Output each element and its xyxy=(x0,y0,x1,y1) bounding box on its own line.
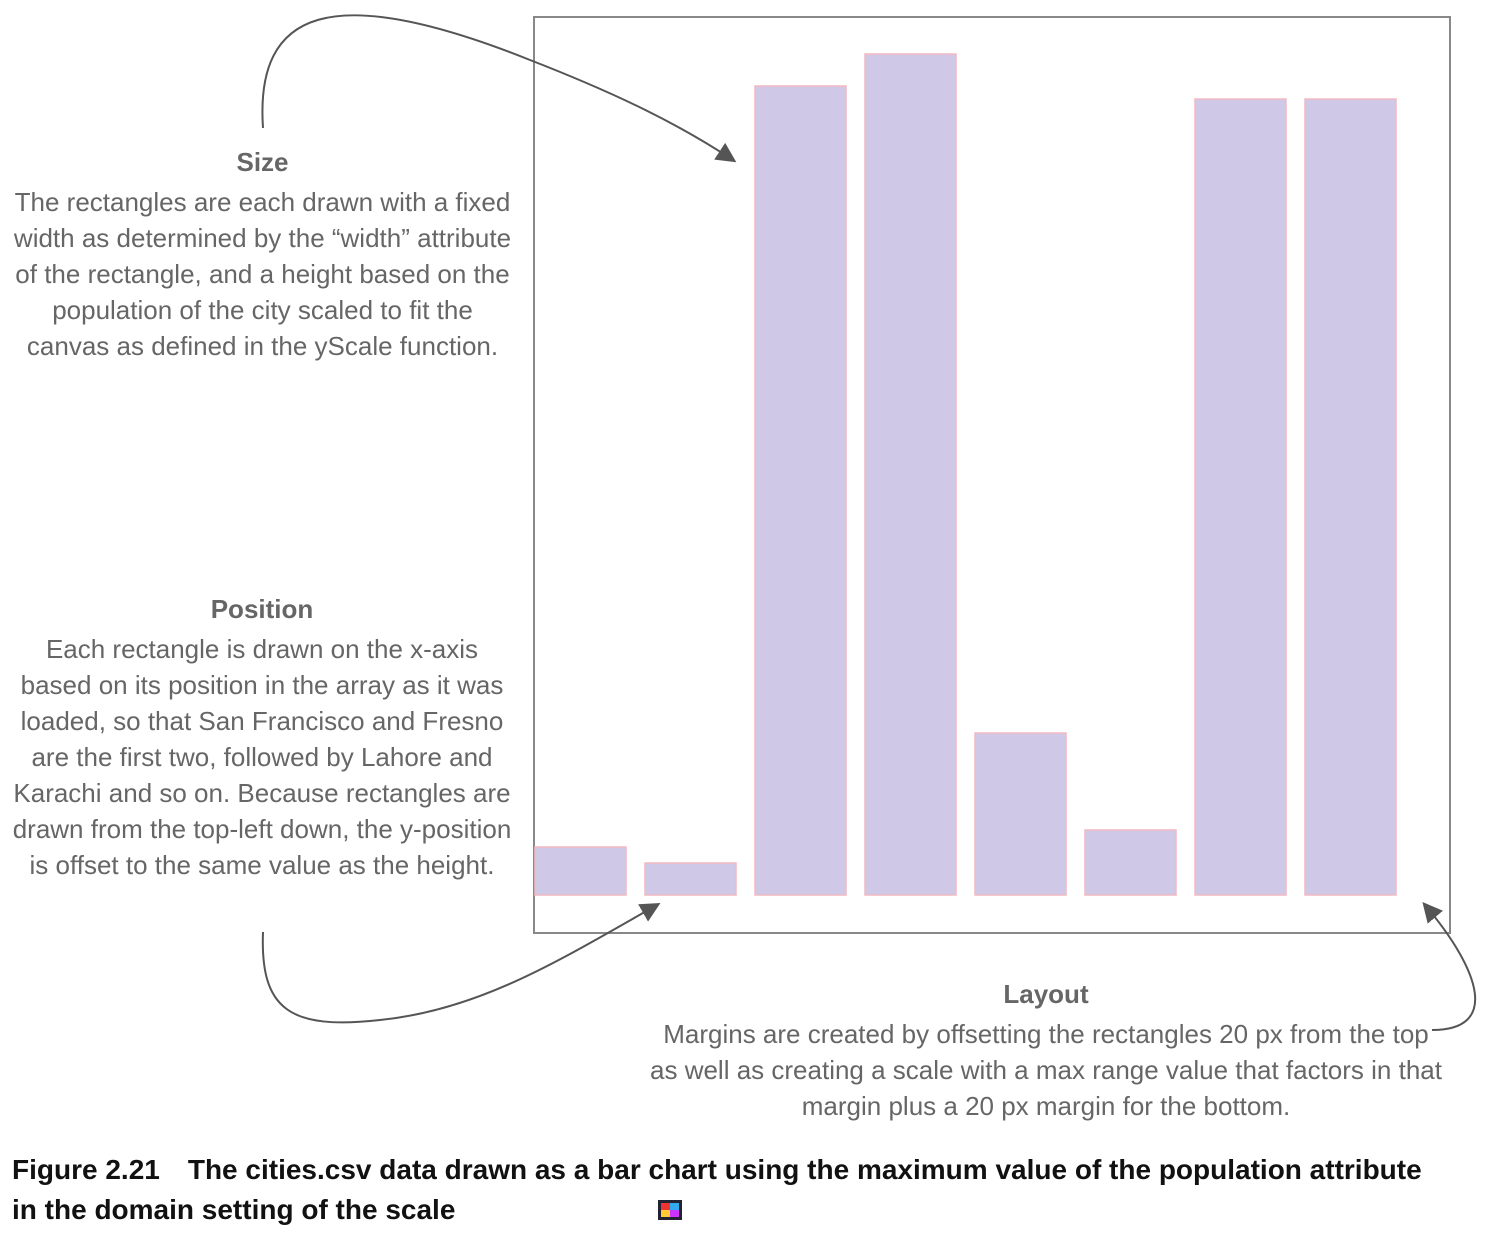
arrow xyxy=(261,903,661,1024)
annotation-text: Margins are created by offsetting the re… xyxy=(650,1019,1442,1121)
bar xyxy=(1194,98,1287,896)
arrow xyxy=(1422,901,1477,1031)
arrow xyxy=(261,14,737,163)
annotation-title: Layout xyxy=(1003,979,1089,1009)
caption-label: Figure 2.21 xyxy=(12,1154,160,1185)
annotation-title: Size xyxy=(236,147,289,177)
caption: Figure 2.21 The cities.csv data drawn as … xyxy=(12,1150,1452,1230)
annotation: Layout Margins are created by offsetting… xyxy=(650,976,1442,1124)
chart-frame xyxy=(533,16,1451,934)
annotation: Size The rectangles are each drawn with … xyxy=(10,144,515,364)
caption-text: The cities.csv data drawn as a bar chart… xyxy=(12,1154,1422,1225)
bar xyxy=(974,732,1067,896)
annotation: Position Each rectangle is drawn on the … xyxy=(8,591,516,883)
annotation-text: The rectangles are each drawn with a fix… xyxy=(13,187,512,361)
bar xyxy=(864,53,957,896)
icon xyxy=(658,1200,682,1220)
bar xyxy=(644,862,737,896)
bar xyxy=(534,846,627,896)
bar xyxy=(1304,98,1397,896)
annotation-title: Position xyxy=(210,594,314,624)
annotation-text: Each rectangle is drawn on the x-axis ba… xyxy=(12,634,512,880)
bar xyxy=(1084,829,1177,896)
bar xyxy=(754,85,847,896)
